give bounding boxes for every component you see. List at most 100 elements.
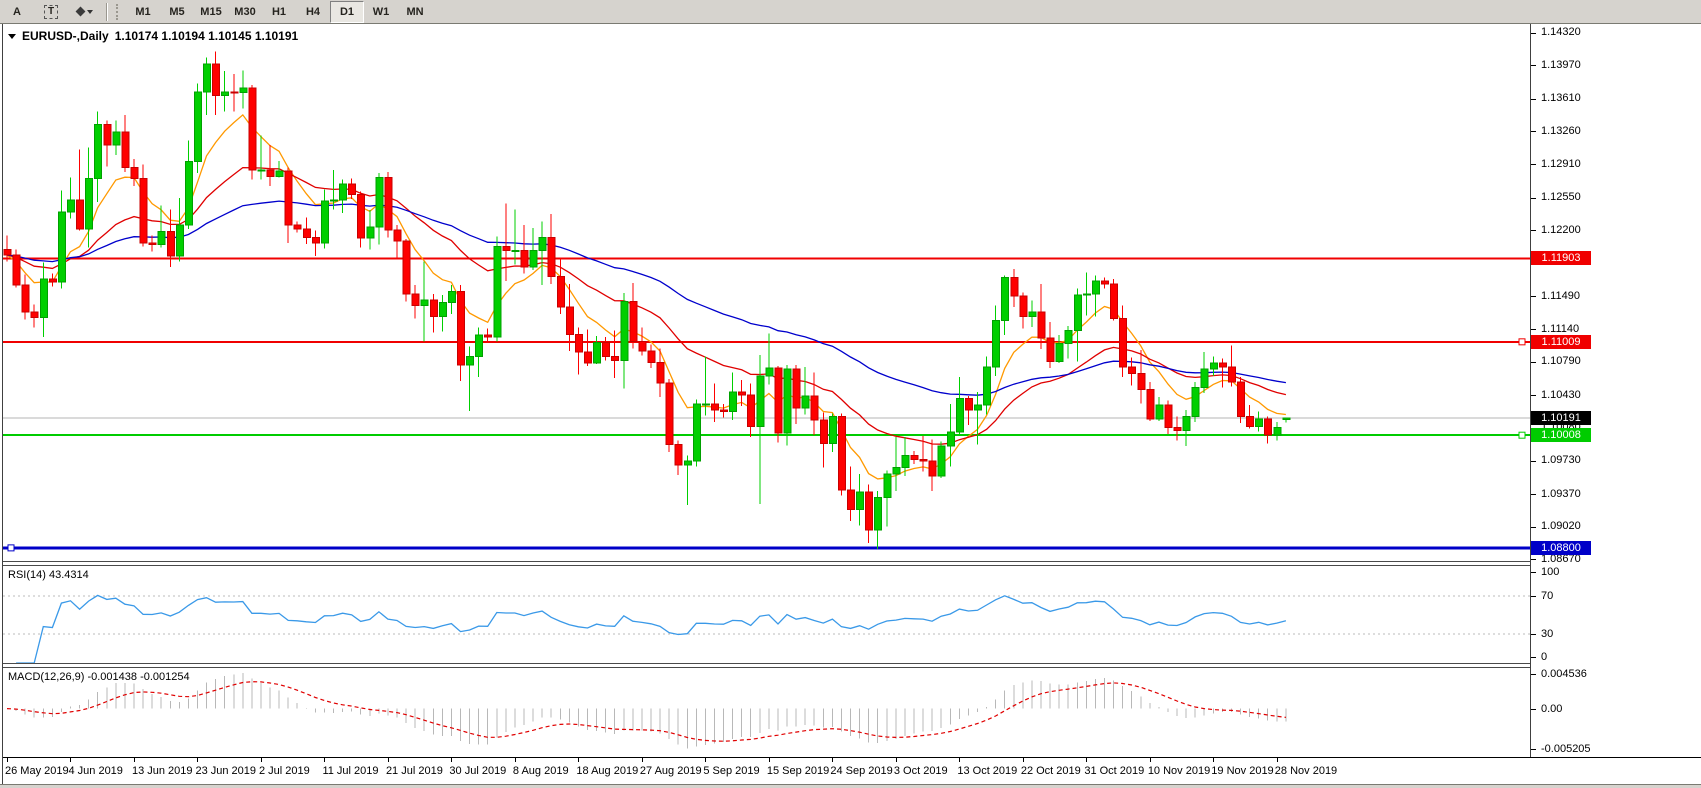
candle-body — [48, 278, 57, 283]
price-tick-label: 1.09370 — [1541, 487, 1581, 500]
ma-medium-line — [6, 166, 1287, 445]
candle-body — [493, 246, 502, 338]
price-tick-label: 1.13970 — [1541, 58, 1581, 71]
macd-tick-mark — [1531, 749, 1536, 750]
timeframe-button-m1[interactable]: M1 — [135, 5, 151, 18]
pane-separator[interactable] — [3, 663, 1530, 668]
rsi-pane[interactable] — [3, 566, 1530, 663]
date-tick-mark — [133, 758, 135, 762]
candle-body — [475, 334, 484, 358]
candle-body — [710, 403, 719, 411]
candle-body — [484, 334, 493, 338]
candle-body — [937, 445, 946, 477]
candle-body — [783, 368, 792, 434]
objects-dropdown-button[interactable] — [68, 1, 102, 23]
candle-body — [1246, 415, 1255, 428]
candle-body — [157, 231, 166, 246]
line-handle[interactable] — [1518, 431, 1526, 439]
candle-body — [665, 382, 674, 445]
ma-fast-line — [6, 113, 1286, 480]
timeframe-button-m15[interactable]: M15 — [200, 5, 222, 18]
cursor-tool-button[interactable]: A — [13, 5, 21, 18]
candle-body — [1046, 337, 1055, 362]
candle-body — [865, 491, 874, 531]
candle-body — [66, 199, 75, 213]
axis-divider — [1530, 24, 1531, 757]
date-tick-mark — [70, 758, 72, 762]
timeframe-button-m5[interactable]: M5 — [169, 5, 185, 18]
chart-window — [0, 24, 1701, 784]
timeframe-button-mn[interactable]: MN — [406, 5, 424, 18]
rsi-tick-mark — [1531, 657, 1536, 658]
candle-body — [348, 183, 357, 195]
line-handle[interactable] — [1518, 338, 1526, 346]
candle-body — [620, 301, 629, 361]
candle-body — [393, 229, 402, 242]
candle-body — [1237, 381, 1246, 417]
candle-body — [792, 368, 801, 409]
date-label: 13 Oct 2019 — [957, 765, 1018, 777]
toolbar-grip[interactable] — [116, 3, 121, 20]
date-tick-mark — [578, 758, 580, 762]
candle-body — [910, 455, 919, 460]
price-tick-label: 1.11140 — [1541, 322, 1580, 335]
text-tool-button[interactable]: T — [34, 1, 68, 23]
candle-body — [139, 178, 148, 244]
date-tick-mark — [324, 758, 326, 762]
candle-body — [547, 236, 556, 277]
pane-separator[interactable] — [3, 561, 1530, 566]
rsi-line — [16, 594, 1287, 663]
candle-body — [847, 489, 856, 511]
macd-pane[interactable] — [3, 668, 1530, 755]
timeframe-button-w1[interactable]: W1 — [372, 5, 390, 18]
candle-body — [193, 91, 202, 163]
candle-body — [85, 178, 94, 230]
candle-body — [1146, 388, 1155, 420]
date-label: 21 Jul 2019 — [385, 765, 443, 777]
candle-body — [692, 403, 701, 462]
date-label: 3 Oct 2019 — [893, 765, 948, 777]
price-tick-mark — [1531, 164, 1536, 166]
candle-body — [203, 63, 212, 93]
date-tick-mark — [705, 758, 707, 762]
time-axis[interactable]: 26 May 2019 4 Jun 2019 13 Jun 2019 23 Jun 2… — [3, 757, 1701, 785]
candle-body — [520, 249, 529, 268]
date-tick-mark — [451, 758, 453, 762]
rsi-axis-label: 70 — [1541, 589, 1554, 602]
price-badge-1.10191: 1.10191 — [1531, 411, 1591, 426]
price-chart-pane[interactable] — [3, 25, 1530, 561]
timeframe-button-d1[interactable]: D1 — [330, 0, 364, 23]
symbol-dropdown-icon[interactable] — [8, 33, 16, 39]
date-label: 4 Jun 2019 — [68, 765, 123, 777]
candle-body — [756, 375, 765, 428]
candle-body — [683, 460, 692, 466]
rsi-tick-mark — [1531, 595, 1536, 597]
candle-body — [339, 183, 348, 201]
timeframe-button-m30[interactable]: M30 — [234, 5, 256, 18]
candle-body — [901, 455, 910, 469]
date-label: 2 Jul 2019 — [258, 765, 310, 777]
timeframe-button-h1[interactable]: H1 — [271, 5, 287, 18]
price-tick-mark — [1531, 494, 1536, 496]
price-tick-mark — [1531, 296, 1536, 298]
price-tick-label: 1.13260 — [1541, 124, 1581, 137]
candle-body — [130, 166, 139, 180]
rsi-tick-mark — [1531, 572, 1536, 573]
line-handle[interactable] — [7, 544, 15, 552]
candle-body — [284, 170, 293, 226]
candle-body — [964, 398, 973, 411]
candle-body — [720, 409, 729, 413]
price-badge-1.08800: 1.08800 — [1531, 540, 1591, 555]
macd-tick-mark — [1531, 674, 1536, 675]
chart-title[interactable]: EURUSD-,Daily 1.10174 1.10194 1.10145 1.… — [8, 29, 298, 43]
candle-body — [1155, 404, 1164, 420]
candle-body — [57, 211, 66, 283]
date-label: 27 Aug 2019 — [639, 765, 702, 777]
candle-body — [1173, 427, 1182, 431]
timeframe-button-h4[interactable]: H4 — [305, 5, 321, 18]
candle-body — [946, 431, 955, 447]
date-tick-mark — [7, 758, 8, 762]
date-tick-mark — [1276, 758, 1278, 762]
candle-body — [765, 367, 774, 377]
